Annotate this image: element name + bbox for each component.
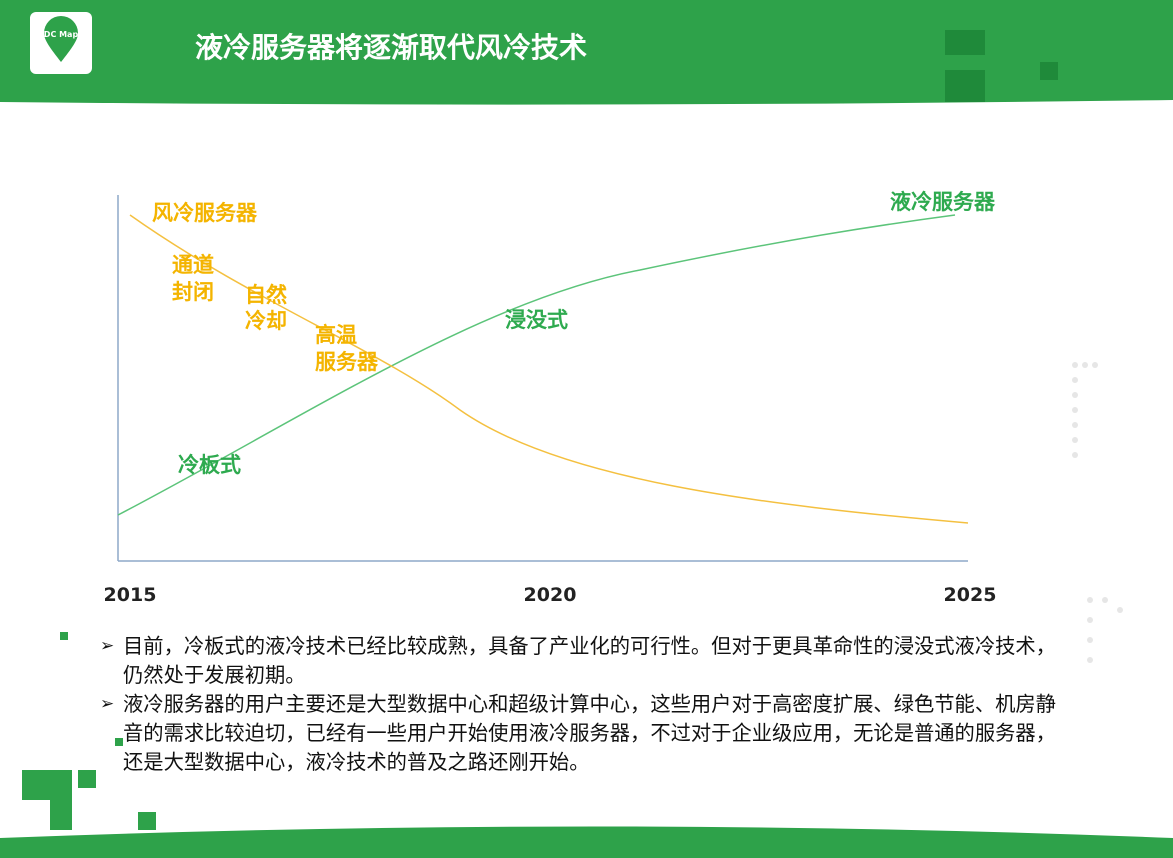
annotation: 风冷服务器 — [152, 201, 258, 225]
decor — [945, 30, 985, 55]
slide-title: 液冷服务器将逐渐取代风冷技术 — [195, 31, 587, 64]
annotation: 高温 — [315, 323, 357, 347]
annotation: 冷板式 — [178, 453, 241, 477]
bullet: 目前，冷板式的液冷技术已经比较成熟，具备了产业化的可行性。但对于更具革命性的浸没… — [100, 632, 1060, 690]
header-band — [0, 0, 1173, 105]
x-tick-label: 2015 — [104, 584, 157, 606]
bullet: 液冷服务器的用户主要还是大型数据中心和超级计算中心，这些用户对于高密度扩展、绿色… — [100, 690, 1060, 777]
annotation: 自然 — [245, 283, 287, 307]
footer-band — [0, 826, 1173, 858]
annotation: 冷却 — [245, 309, 287, 333]
decor — [50, 800, 72, 830]
logo-text: DC Map — [44, 30, 79, 39]
annotation: 服务器 — [315, 350, 379, 374]
decor — [60, 632, 68, 640]
dot-pattern — [1072, 362, 1123, 663]
x-tick-label: 2020 — [524, 584, 577, 606]
x-ticks: 2015 2020 2025 — [104, 584, 997, 606]
annotation: 浸没式 — [505, 308, 568, 332]
decor — [1040, 62, 1058, 80]
decor — [22, 770, 72, 800]
logo-pin — [44, 16, 78, 62]
bullet-list: 目前，冷板式的液冷技术已经比较成熟，具备了产业化的可行性。但对于更具革命性的浸没… — [100, 632, 1060, 777]
decor — [78, 770, 96, 788]
annotation: 液冷服务器 — [890, 190, 996, 214]
liquid-curve — [117, 214, 956, 516]
decor — [945, 70, 985, 102]
x-tick-label: 2025 — [944, 584, 997, 606]
annotation: 通道 — [172, 253, 214, 277]
air-curve — [129, 214, 969, 524]
decor — [138, 812, 156, 830]
annotation: 封闭 — [172, 280, 214, 304]
